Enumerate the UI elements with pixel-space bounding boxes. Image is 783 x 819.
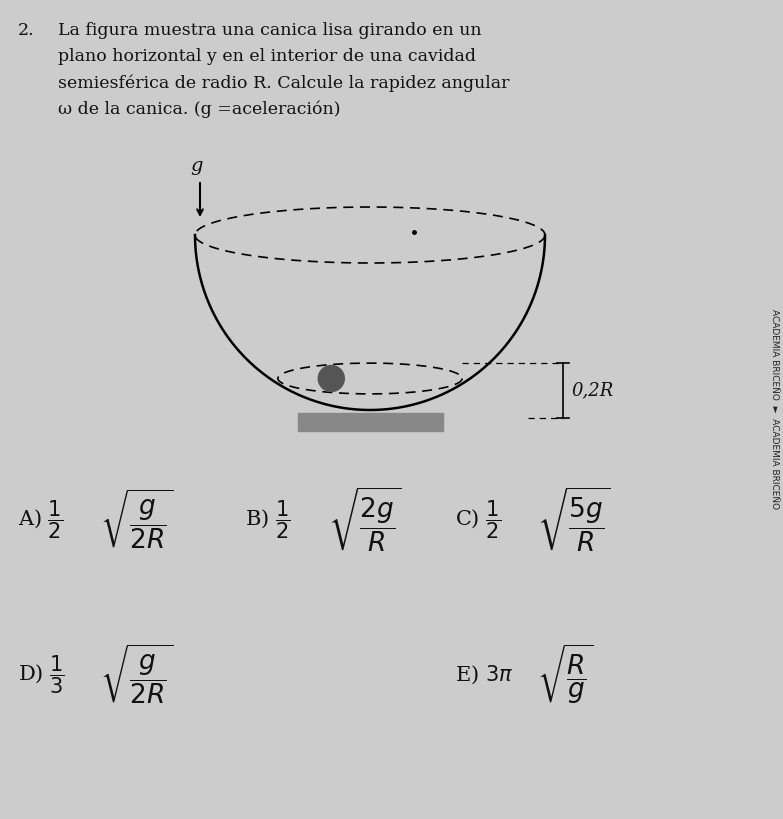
Text: $\sqrt{\dfrac{2g}{R}}$: $\sqrt{\dfrac{2g}{R}}$ xyxy=(328,486,402,554)
Text: E) $3\pi$: E) $3\pi$ xyxy=(455,663,513,686)
Text: ACADEMIA BRICEÑO  ►  ACADEMIA BRICEÑO: ACADEMIA BRICEÑO ► ACADEMIA BRICEÑO xyxy=(770,310,779,509)
Text: $\sqrt{\dfrac{g}{2R}}$: $\sqrt{\dfrac{g}{2R}}$ xyxy=(100,643,173,707)
Text: g: g xyxy=(191,157,204,175)
Text: ω de la canica. (g =aceleración): ω de la canica. (g =aceleración) xyxy=(58,100,341,117)
Text: $\sqrt{\dfrac{g}{2R}}$: $\sqrt{\dfrac{g}{2R}}$ xyxy=(100,488,173,552)
Text: 2.: 2. xyxy=(18,22,34,39)
Text: D) $\dfrac{1}{3}$: D) $\dfrac{1}{3}$ xyxy=(18,654,65,696)
Text: 0,2R: 0,2R xyxy=(571,382,613,400)
Text: semiesférica de radio R. Calcule la rapidez angular: semiesférica de radio R. Calcule la rapi… xyxy=(58,74,510,92)
Text: plano horizontal y en el interior de una cavidad: plano horizontal y en el interior de una… xyxy=(58,48,476,65)
Text: $\sqrt{\dfrac{5g}{R}}$: $\sqrt{\dfrac{5g}{R}}$ xyxy=(537,486,611,554)
Text: La figura muestra una canica lisa girando en un: La figura muestra una canica lisa girand… xyxy=(58,22,482,39)
Bar xyxy=(298,413,442,431)
Text: C) $\dfrac{1}{2}$: C) $\dfrac{1}{2}$ xyxy=(455,499,501,541)
Text: A) $\dfrac{1}{2}$: A) $\dfrac{1}{2}$ xyxy=(18,499,63,541)
Text: $\sqrt{\dfrac{R}{g}}$: $\sqrt{\dfrac{R}{g}}$ xyxy=(537,643,594,707)
Text: B) $\dfrac{1}{2}$: B) $\dfrac{1}{2}$ xyxy=(245,499,290,541)
Circle shape xyxy=(319,365,345,391)
